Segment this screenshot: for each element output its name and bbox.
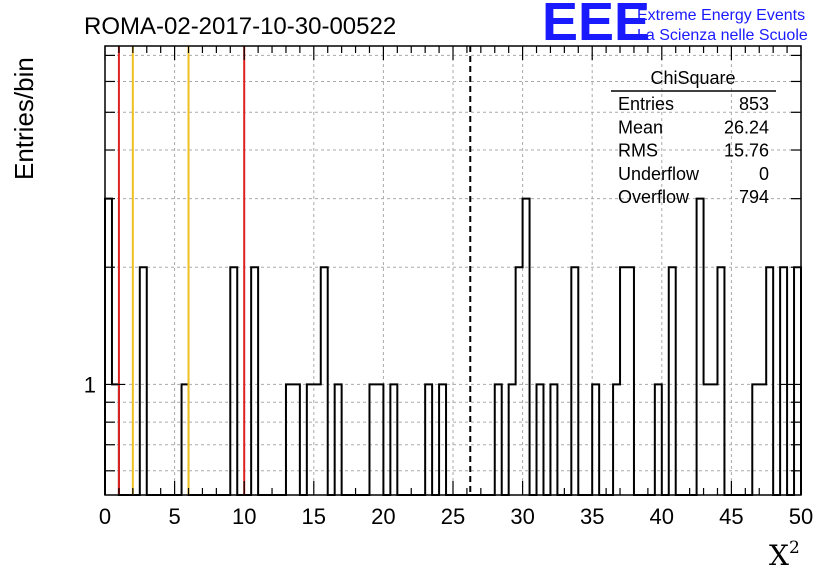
x-tick-label: 35 bbox=[580, 504, 604, 529]
histogram-bin bbox=[314, 384, 321, 495]
histogram-bin bbox=[766, 267, 773, 495]
histogram-bin bbox=[523, 199, 530, 495]
histogram-bin bbox=[550, 384, 557, 495]
histogram-bin bbox=[697, 199, 704, 495]
reference-lines bbox=[117, 46, 472, 495]
x-axis-label: X2 bbox=[769, 538, 800, 572]
histogram-bin bbox=[251, 267, 258, 495]
histogram-bin bbox=[571, 267, 578, 495]
x-axis-label-superscript: 2 bbox=[789, 538, 800, 558]
histogram-bin bbox=[669, 267, 676, 495]
histogram-bin bbox=[425, 384, 432, 495]
histogram-bin bbox=[537, 384, 544, 495]
histogram-bin bbox=[759, 384, 766, 495]
histogram-bin bbox=[376, 384, 383, 495]
x-tick-label: 45 bbox=[719, 504, 743, 529]
eee-logo: EEE Extreme Energy Events La Scienza nel… bbox=[542, 0, 808, 52]
stats-box-title: ChiSquare bbox=[650, 68, 735, 88]
histogram-bin bbox=[717, 267, 724, 495]
histogram-bin bbox=[627, 267, 634, 495]
histogram-bin bbox=[140, 267, 147, 495]
x-tick-label: 25 bbox=[441, 504, 465, 529]
stats-row-label: Underflow bbox=[618, 164, 700, 184]
histogram-bin bbox=[711, 384, 718, 495]
histogram-bin bbox=[495, 384, 502, 495]
x-tick-label: 15 bbox=[302, 504, 326, 529]
histogram-bin bbox=[620, 267, 627, 495]
x-tick-label: 0 bbox=[99, 504, 111, 529]
histogram-bin bbox=[752, 384, 759, 495]
histogram-bin bbox=[509, 384, 516, 495]
stats-row-label: Mean bbox=[618, 117, 663, 137]
histogram-bin bbox=[307, 384, 314, 495]
stats-row-value: 0 bbox=[759, 164, 769, 184]
histogram-bin bbox=[321, 267, 328, 495]
histogram-bin bbox=[369, 384, 376, 495]
x-tick-label: 50 bbox=[789, 504, 813, 529]
histogram-bin bbox=[704, 384, 711, 495]
histogram-bin bbox=[286, 384, 293, 495]
stats-row-value: 15.76 bbox=[724, 141, 769, 161]
stats-row-value: 853 bbox=[739, 94, 769, 114]
x-tick-label: 20 bbox=[371, 504, 395, 529]
x-tick-label: 30 bbox=[510, 504, 534, 529]
histogram-bin bbox=[516, 267, 523, 495]
histogram-bin bbox=[335, 384, 342, 495]
stats-box-rows: Entries 853 Mean 26.24 RMS 15.76 Underflow 0 Ove… bbox=[618, 94, 769, 207]
x-ticks: 0 5 10 15 20 25 30 35 40 45 50 bbox=[99, 46, 813, 529]
stats-row-value: 26.24 bbox=[724, 117, 769, 137]
y-axis-label: Entries/bin bbox=[9, 57, 39, 180]
x-axis-label-base: X bbox=[769, 539, 789, 572]
eee-logo-line1: Extreme Energy Events bbox=[637, 7, 805, 24]
eee-logo-mark: EEE bbox=[542, 0, 650, 52]
x-tick-label: 5 bbox=[168, 504, 180, 529]
histogram-bin bbox=[592, 384, 599, 495]
histogram-bin bbox=[794, 267, 801, 495]
histogram-bin bbox=[613, 384, 620, 495]
x-tick-label: 10 bbox=[232, 504, 256, 529]
x-tick-label: 40 bbox=[650, 504, 674, 529]
histogram-bin bbox=[105, 199, 112, 495]
stats-box: ChiSquare Entries 853 Mean 26.24 RMS 15.76 Und… bbox=[611, 68, 776, 207]
stats-row-label: Entries bbox=[618, 94, 674, 114]
stats-row-value: 794 bbox=[739, 187, 769, 207]
histogram-bin bbox=[780, 267, 787, 495]
histogram-bin bbox=[182, 384, 189, 495]
histogram-bin bbox=[230, 267, 237, 495]
histogram-bin bbox=[293, 384, 300, 495]
y-ticks: 1 bbox=[84, 54, 801, 472]
histogram-bin bbox=[112, 384, 119, 495]
histogram-bin bbox=[439, 384, 446, 495]
stats-row-label: RMS bbox=[618, 141, 658, 161]
chart-title: ROMA-02-2017-10-30-00522 bbox=[84, 13, 396, 40]
grid bbox=[105, 46, 801, 495]
stats-row-label: Overflow bbox=[618, 187, 690, 207]
histogram-bin bbox=[390, 384, 397, 495]
y-tick-label: 1 bbox=[84, 372, 96, 397]
eee-logo-line2: La Scienza nelle Scuole bbox=[637, 27, 808, 44]
histogram-bin bbox=[655, 384, 662, 495]
